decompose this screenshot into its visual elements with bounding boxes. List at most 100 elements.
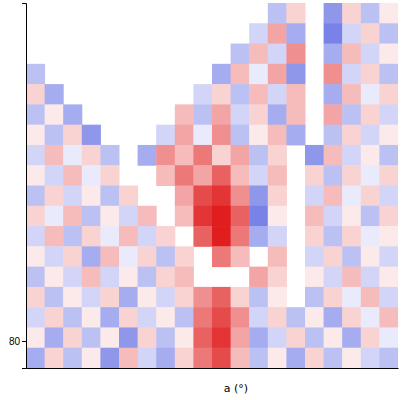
- cell: [361, 287, 380, 308]
- cell: [249, 44, 268, 65]
- cell: [63, 307, 82, 328]
- x-axis: [27, 368, 399, 369]
- cell: [45, 348, 64, 368]
- cell: [379, 186, 398, 207]
- cell: [342, 44, 361, 65]
- cell: [231, 145, 250, 166]
- cell: [361, 3, 380, 24]
- cell: [175, 267, 194, 288]
- cell: [361, 44, 380, 65]
- cell: [305, 246, 324, 267]
- cell: [268, 307, 287, 328]
- cell: [305, 165, 324, 186]
- cell: [286, 125, 305, 146]
- cell: [45, 307, 64, 328]
- cell: [175, 165, 194, 186]
- cell: [268, 64, 287, 85]
- cell: [305, 307, 324, 328]
- cell: [63, 186, 82, 207]
- chart: 80 a (°): [0, 0, 403, 400]
- x-axis-title: a (°): [224, 382, 248, 395]
- cell: [268, 3, 287, 24]
- cell: [100, 327, 119, 348]
- cell: [45, 186, 64, 207]
- cell: [82, 267, 101, 288]
- cell: [212, 287, 231, 308]
- cell: [324, 226, 343, 247]
- cell: [26, 145, 45, 166]
- cell: [82, 206, 101, 227]
- cell: [212, 145, 231, 166]
- cell: [324, 186, 343, 207]
- cell: [361, 307, 380, 328]
- cell: [379, 125, 398, 146]
- cell: [379, 84, 398, 105]
- cell: [305, 226, 324, 247]
- cell: [268, 327, 287, 348]
- cell: [212, 186, 231, 207]
- cell: [100, 267, 119, 288]
- cell: [175, 307, 194, 328]
- cell: [45, 267, 64, 288]
- cell: [63, 165, 82, 186]
- cell: [26, 64, 45, 85]
- cell: [361, 23, 380, 44]
- cell: [26, 327, 45, 348]
- cell: [100, 206, 119, 227]
- cell: [361, 246, 380, 267]
- cell: [212, 165, 231, 186]
- cell: [193, 206, 212, 227]
- cell: [286, 64, 305, 85]
- cell: [212, 64, 231, 85]
- cell: [379, 206, 398, 227]
- cell: [63, 206, 82, 227]
- cell: [324, 104, 343, 125]
- cell: [268, 44, 287, 65]
- cell: [379, 64, 398, 85]
- cell: [175, 327, 194, 348]
- cell: [63, 145, 82, 166]
- y-tick-label: 80: [9, 336, 21, 347]
- cell: [26, 125, 45, 146]
- cell: [82, 226, 101, 247]
- cell: [138, 145, 157, 166]
- cell: [342, 145, 361, 166]
- cell: [231, 125, 250, 146]
- cell: [249, 64, 268, 85]
- cell: [45, 287, 64, 308]
- cell: [212, 104, 231, 125]
- cell: [26, 267, 45, 288]
- cell: [138, 246, 157, 267]
- cell: [138, 307, 157, 328]
- cell: [156, 307, 175, 328]
- y-tick: 80: [9, 336, 26, 347]
- cell: [82, 327, 101, 348]
- cell: [63, 125, 82, 146]
- cell: [175, 104, 194, 125]
- cell: [63, 287, 82, 308]
- cell: [324, 64, 343, 85]
- cell: [231, 307, 250, 328]
- cell: [212, 226, 231, 247]
- cell: [379, 165, 398, 186]
- cell: [26, 186, 45, 207]
- cell: [305, 348, 324, 368]
- cell: [324, 327, 343, 348]
- cell: [175, 348, 194, 368]
- cell: [305, 206, 324, 227]
- cell: [26, 84, 45, 105]
- cell: [100, 307, 119, 328]
- cell: [361, 104, 380, 125]
- cell: [63, 104, 82, 125]
- cell: [342, 23, 361, 44]
- cell: [361, 348, 380, 368]
- cell: [26, 206, 45, 227]
- cell: [119, 287, 138, 308]
- cell: [156, 226, 175, 247]
- cell: [324, 23, 343, 44]
- cell: [100, 348, 119, 368]
- cell: [249, 287, 268, 308]
- y-tick-mark: [22, 341, 26, 342]
- cell: [268, 246, 287, 267]
- cell: [156, 125, 175, 146]
